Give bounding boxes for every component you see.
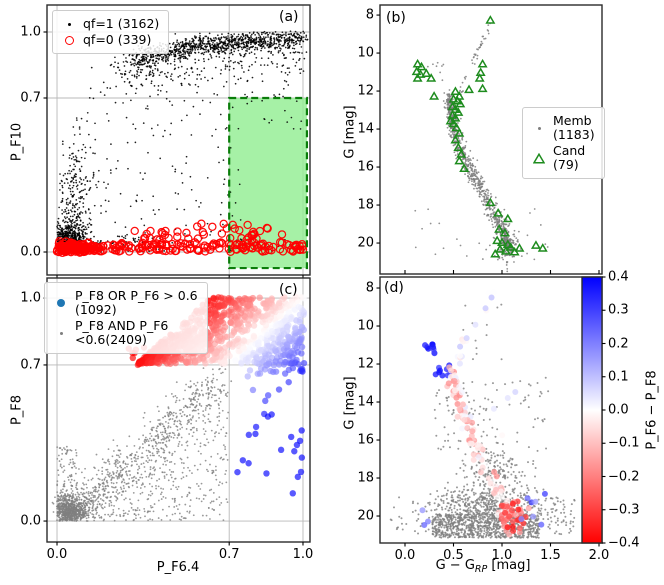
legend-entry-or: P_F8 OR P_F6 > 0.6 (1092) — [54, 289, 198, 317]
tick-label: 8 — [365, 280, 374, 296]
panel-d-tag: (d) — [384, 280, 404, 296]
legend-line: (1183) — [553, 127, 595, 142]
tick-label: 1.0 — [491, 548, 513, 563]
black-dot-icon — [67, 22, 71, 26]
marker-column — [62, 35, 76, 45]
tick-label: −0.3 — [608, 502, 640, 518]
tick-label: 14 — [357, 121, 374, 137]
tick-label: 1.0 — [20, 290, 41, 306]
legend-label: Memb (1183) — [553, 114, 595, 142]
legend-line: P_F8 OR P_F6 > 0.6 — [75, 288, 198, 303]
legend-panel-a: qf=1 (3162) qf=0 (339) — [52, 10, 170, 54]
legend-entry-and: P_F8 AND P_F6 <0.6(2409) — [54, 319, 198, 347]
legend-line: (1092) — [75, 302, 117, 317]
tick-label: 14 — [357, 394, 374, 410]
panel-b-tag: (b) — [386, 10, 406, 26]
legend-line: Memb — [553, 113, 592, 128]
y-axis-label-gmag-b: G [mag] — [342, 105, 358, 159]
tick-label: 18 — [357, 197, 374, 213]
tick-label: 0.7 — [218, 547, 240, 562]
legend-entry-qf0: qf=0 (339) — [62, 33, 159, 47]
legend-line: Cand — [553, 143, 586, 158]
legend-line: P_F8 AND P_F6 — [75, 318, 169, 333]
tick-label: 0.4 — [608, 269, 629, 285]
marker-column — [62, 22, 76, 26]
tick-label: 0.3 — [608, 302, 629, 318]
tick-label: 0.0 — [394, 548, 416, 563]
tick-label: 1.0 — [20, 24, 41, 40]
panel-c-tag: (c) — [279, 282, 298, 298]
tick-label: 16 — [357, 432, 374, 448]
tick-label: 0.0 — [20, 513, 41, 529]
tick-label: 16 — [357, 159, 374, 175]
tick-label: 2.0 — [588, 548, 610, 563]
tick-label: −0.1 — [608, 435, 640, 451]
tick-label: 12 — [357, 83, 374, 99]
tick-label: 0.2 — [608, 336, 629, 351]
legend-line: <0.6(2409) — [75, 332, 147, 347]
legend-panel-c: P_F8 OR P_F6 > 0.6 (1092) P_F8 AND P_F6 <0… — [44, 282, 208, 354]
marker-column — [54, 299, 68, 307]
legend-entry-memb: Memb (1183) — [532, 114, 595, 142]
tick-label: 0.1 — [608, 369, 629, 385]
marker-column — [532, 152, 546, 164]
tick-label: 1.0 — [292, 547, 314, 562]
tick-label: 0.0 — [608, 402, 629, 418]
legend-label: qf=0 (339) — [83, 32, 152, 47]
legend-label: P_F8 OR P_F6 > 0.6 (1092) — [75, 289, 198, 317]
legend-entry-cand: Cand (79) — [532, 144, 595, 172]
green-triangle-icon — [533, 152, 545, 164]
legend-panel-b: Memb (1183) Cand (79) — [522, 107, 605, 179]
y-axis-label-gmag-d: G [mag] — [342, 376, 358, 430]
legend-label: P_F8 AND P_F6 <0.6(2409) — [75, 319, 168, 347]
tick-label: 0.0 — [46, 547, 68, 562]
legend-line: (79) — [553, 157, 579, 172]
tick-label: 0.7 — [20, 90, 41, 106]
marker-column — [532, 126, 546, 130]
tick-label: 10 — [357, 45, 374, 61]
xlabel-pre: G − G — [435, 558, 475, 573]
legend-label: qf=1 (3162) — [83, 16, 160, 31]
tick-label: 8 — [365, 7, 374, 23]
tick-label: 0.7 — [20, 357, 41, 373]
panel-a-tag: (a) — [279, 9, 299, 25]
tick-label: 0.0 — [20, 244, 41, 260]
red-ring-icon — [64, 35, 74, 45]
tick-label: 0.5 — [443, 548, 464, 563]
xlabel-post: [mag] — [487, 558, 531, 573]
legend-entry-qf1: qf=1 (3162) — [62, 17, 159, 31]
tick-label: 18 — [357, 470, 374, 486]
tick-label: 20 — [357, 235, 374, 251]
tick-label: 20 — [357, 508, 374, 524]
legend-label: Cand (79) — [553, 144, 585, 172]
tick-label: −0.4 — [608, 535, 640, 551]
tick-label: −0.2 — [608, 469, 640, 484]
blue-dot-icon — [57, 299, 65, 307]
tick-label: 12 — [357, 356, 374, 372]
tick-label: 1.5 — [540, 548, 561, 563]
xlabel-subscript: RP — [474, 564, 488, 575]
x-axis-label-g-grp: G − GRP [mag] — [436, 558, 531, 575]
gray-dot-icon — [537, 126, 541, 130]
gray-dot-icon — [59, 331, 63, 335]
colorbar-label: P_F6 − P_F8 — [644, 370, 660, 450]
marker-column — [54, 331, 68, 335]
tick-label: 10 — [357, 318, 374, 334]
x-axis-label-pf64: P_F6.4 — [156, 560, 200, 575]
y-axis-label-pf8: P_F8 — [9, 394, 25, 426]
y-axis-label-pf10: P_F10 — [9, 122, 25, 162]
